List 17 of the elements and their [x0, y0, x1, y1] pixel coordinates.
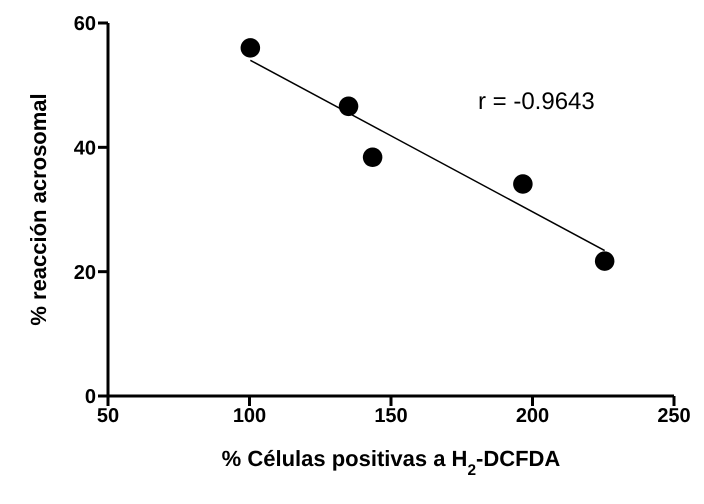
y-tick-label: 0	[84, 386, 96, 408]
point	[338, 96, 358, 116]
x-tick-label: 150	[374, 405, 408, 428]
x-tick-label: 250	[657, 405, 691, 428]
x-tick-label: 50	[96, 405, 120, 428]
x-tick-label: 200	[516, 405, 550, 428]
y-axis-title: % reacción acrosomal	[26, 93, 51, 326]
y-tick-label: 60	[74, 13, 96, 36]
point	[240, 38, 260, 58]
x-tick-label: 100	[232, 405, 266, 428]
x-axis-title: % Células positivas a H$_{2}$-DCFDA	[222, 446, 560, 478]
point	[513, 174, 533, 194]
point	[362, 148, 382, 168]
point	[594, 251, 614, 271]
y-tick-label: 40	[74, 137, 96, 160]
annotation: r = -0.9643	[478, 88, 595, 116]
y-tick-label: 20	[74, 262, 96, 284]
